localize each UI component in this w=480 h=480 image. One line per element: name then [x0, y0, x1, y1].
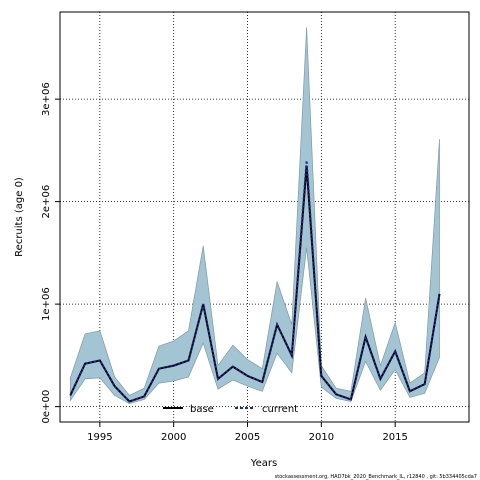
y-tick-label: 1e+06 — [41, 287, 52, 321]
y-tick-label: 3e+06 — [41, 82, 52, 116]
series-line-base — [69, 165, 441, 403]
legend: base current — [163, 404, 298, 415]
grid — [60, 12, 469, 422]
y-axis: 0e+00 1e+06 2e+06 3e+06 — [41, 82, 60, 423]
y-tick-label: 2e+06 — [41, 185, 52, 219]
legend-label-current: current — [262, 404, 298, 415]
x-tick-label: 1995 — [87, 432, 112, 443]
x-tick-label: 2010 — [309, 432, 334, 443]
x-tick-label: 2015 — [382, 432, 407, 443]
x-axis: 1995 2000 2005 2010 2015 — [87, 422, 408, 443]
footer-note: stockassessment.org, HAD7bk_2020_Benchma… — [275, 474, 477, 480]
plot-frame — [59, 11, 470, 423]
confidence-band-layer — [69, 27, 440, 404]
legend-label-base: base — [190, 404, 214, 415]
y-axis-title: Recruits (age 0) — [14, 177, 25, 257]
series-lines — [69, 160, 441, 403]
x-tick-label: 2005 — [235, 432, 260, 443]
x-tick-label: 2000 — [161, 432, 186, 443]
y-tick-label: 0e+00 — [41, 390, 52, 424]
x-axis-title: Years — [250, 458, 277, 469]
confidence-band — [69, 27, 440, 404]
